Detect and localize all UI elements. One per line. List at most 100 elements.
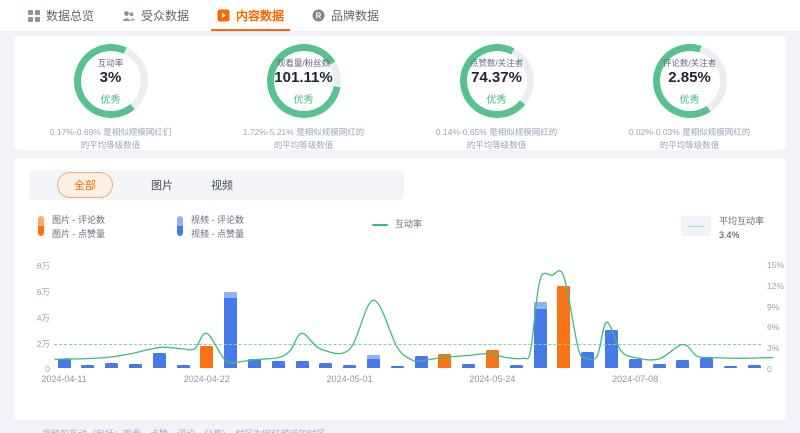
content-chart-card: 全部 图片 视频 图片 - 评论数 图片 - 点赞量 视频 - 评论数 视频 - 点… <box>14 158 786 420</box>
chart-bar-video[interactable] <box>366 355 380 368</box>
chart-legend: 图片 - 评论数 图片 - 点赞量 视频 - 评论数 视频 - 点赞量 互动率 平均… <box>14 214 786 246</box>
chart-bar-video[interactable] <box>152 353 166 368</box>
right-axis-tick: 12% <box>767 280 785 291</box>
gauge-grade: 优秀 <box>293 95 314 106</box>
filter-tab-all[interactable]: 全部 <box>57 172 113 198</box>
right-axis-tick: 9% <box>767 301 780 312</box>
nav-tab-brand-data[interactable]: R 品牌数据 <box>312 0 379 31</box>
interaction-rate-line <box>54 270 774 364</box>
chart-bar-video[interactable] <box>747 365 761 368</box>
chart-bar-comment-segment <box>533 301 547 309</box>
chart-bar-video[interactable] <box>390 366 404 368</box>
x-axis-date-label: 2024-04-22 <box>183 374 230 384</box>
gauge-grade: 优秀 <box>679 95 700 106</box>
chart-bar-image[interactable] <box>200 346 214 368</box>
gauge-ring: 评论数/关注者 2.85% 优秀 <box>652 44 727 118</box>
content-icon <box>217 9 230 22</box>
grid-icon <box>28 9 40 22</box>
nav-tab-label: 内容数据 <box>236 9 285 23</box>
chart-bar-video[interactable] <box>581 352 595 368</box>
nav-tab-label: 受众数据 <box>141 9 190 23</box>
rate-line-swatch <box>372 223 388 226</box>
nav-tab-data-overview[interactable]: 数据总览 <box>28 0 94 31</box>
gauge-ring: 互动率 3% 优秀 <box>73 44 148 118</box>
chart-bar-video[interactable] <box>604 330 618 368</box>
left-axis-tick: 6万 <box>36 287 50 297</box>
gauge-note: 0.17%-0.69% 是相似规模网红们 的平均等级数值 <box>49 127 172 151</box>
gauge-value: 74.37% <box>471 69 522 86</box>
audience-icon <box>122 10 135 22</box>
chart-bar-video[interactable] <box>462 363 476 368</box>
gauge-label: 点赞数/关注者 <box>469 58 524 68</box>
chart-bar-video[interactable] <box>533 301 547 368</box>
x-axis-date-label: 2024-04-11 <box>41 374 87 384</box>
gauge-value: 101.11% <box>274 69 333 86</box>
chart-bar-video[interactable] <box>319 363 333 368</box>
gauge-ring: 观看量/粉丝数 101.11% 优秀 <box>266 44 341 118</box>
chart-bar-video[interactable] <box>128 363 142 368</box>
chart-bar-video[interactable] <box>509 365 523 368</box>
chart-bar-comment-segment <box>224 291 238 298</box>
nav-tab-audience-data[interactable]: 受众数据 <box>122 0 189 31</box>
chart-bar-video[interactable] <box>224 291 238 368</box>
interaction-chart: 0 2万 4万 6万 8万 0 3% 6% 9% 12% 15% 2024-04-11 2024-04-… <box>14 256 786 388</box>
gauge-interaction-rate: 互动率 3% 优秀 0.17%-0.69% 是相似规模网红们 的平均等级数值 <box>14 44 207 150</box>
svg-text:R: R <box>316 11 322 20</box>
gauge-label: 观看量/粉丝数 <box>276 58 331 68</box>
video-series-swatch <box>177 216 183 236</box>
left-axis-tick: 4万 <box>36 313 50 323</box>
filter-tab-image[interactable]: 图片 <box>151 180 173 192</box>
right-axis-tick: 6% <box>767 322 780 333</box>
image-series-swatch <box>38 216 44 236</box>
legend-label: 互动率 <box>395 219 423 229</box>
gauge-likes-per-follower: 点赞数/关注者 74.37% 优秀 0.14%-0.65% 是相似规模网红的 的平… <box>400 44 593 150</box>
legend-item-average-rate: 平均互动率 3.4% <box>680 214 764 243</box>
gauge-views-per-follower: 观看量/粉丝数 101.11% 优秀 1.72%-5.21% 是相似规模网红的的… <box>207 44 400 150</box>
chart-bar-video[interactable] <box>723 366 737 368</box>
gauge-value: 2.85% <box>668 69 711 86</box>
gauge-note: 0.14%-0.65% 是相似规模网红的 的平均等级数值 <box>435 127 558 151</box>
right-axis-tick: 15% <box>767 260 785 270</box>
chart-bar-video[interactable] <box>176 365 190 368</box>
chart-bar-video[interactable] <box>700 357 714 368</box>
left-axis-tick: 0 <box>45 364 50 374</box>
average-rate-value: 3.4% <box>718 230 740 241</box>
chart-bar-video[interactable] <box>343 365 357 368</box>
nav-tab-content-data[interactable]: 内容数据 <box>211 0 291 31</box>
gauge-metrics-card: 互动率 3% 优秀 0.17%-0.69% 是相似规模网红们 的平均等级数值 观看… <box>14 36 786 150</box>
chart-bar-video[interactable] <box>81 365 95 368</box>
gauge-ring: 点赞数/关注者 74.37% 优秀 <box>459 44 534 118</box>
nav-tab-label: 数据总览 <box>46 9 95 23</box>
legend-item-image: 图片 - 评论数 图片 - 点赞量 <box>38 214 105 242</box>
chart-bar-video[interactable] <box>105 363 119 368</box>
chart-bar-video[interactable] <box>247 359 261 368</box>
chart-bar-video[interactable] <box>295 360 309 368</box>
legend-label: 图片 - 评论数 图片 - 点赞量 <box>52 215 105 239</box>
gauge-note: 0.02%-0.03% 是相似规模网红的 的平均等级数值 <box>628 127 751 151</box>
legend-item-video: 视频 - 评论数 视频 - 点赞量 <box>177 214 244 242</box>
brand-icon: R <box>312 9 325 22</box>
legend-label: 视频 - 评论数 视频 - 点赞量 <box>191 215 244 239</box>
x-axis-date-label: 2024-05-24 <box>469 374 516 384</box>
filter-tab-video[interactable]: 视频 <box>211 180 233 192</box>
chart-bar-image[interactable] <box>438 353 452 368</box>
gauge-label: 互动率 <box>97 58 124 68</box>
chart-footnote: 视频的互动（包括：观看、点赞、评论、分享），时区为网红频道的时区 <box>42 427 800 433</box>
right-axis-tick: 0 <box>767 364 772 374</box>
chart-bar-image[interactable] <box>485 350 499 368</box>
chart-bar-image[interactable] <box>557 285 571 368</box>
chart-bar-video[interactable] <box>676 359 690 368</box>
left-axis-tick: 8万 <box>36 261 50 271</box>
average-rate-line <box>54 344 761 346</box>
x-axis-date-label: 2024-05-01 <box>326 374 373 384</box>
chart-bar-video[interactable] <box>57 359 71 368</box>
gauge-note: 1.72%-5.21% 是相似规模网红的 的平均等级数值 <box>242 127 365 151</box>
chart-bar-video[interactable] <box>652 363 666 368</box>
filter-tab-bar: 全部 图片 视频 <box>29 170 404 200</box>
chart-bar-video[interactable] <box>628 359 642 368</box>
gauge-value: 3% <box>99 69 122 86</box>
chart-bar-video[interactable] <box>271 360 285 368</box>
chart-bar-video[interactable] <box>414 356 428 368</box>
gauge-label: 评论数/关注者 <box>662 58 717 68</box>
nav-tab-label: 品牌数据 <box>331 9 380 23</box>
